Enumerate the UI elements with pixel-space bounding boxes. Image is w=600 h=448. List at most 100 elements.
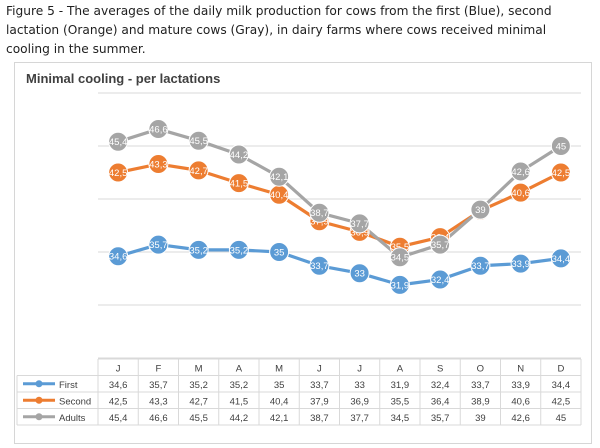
data-point bbox=[430, 234, 451, 255]
legend-label: First bbox=[59, 380, 78, 391]
data-point bbox=[349, 213, 370, 234]
legend-label: Second bbox=[59, 396, 91, 407]
table-cell: 35,7 bbox=[431, 413, 450, 424]
table-cell: 42,7 bbox=[189, 396, 208, 407]
data-label: 32,4 bbox=[431, 275, 450, 286]
x-tick-label: A bbox=[236, 363, 243, 374]
table-cell: 42,5 bbox=[109, 396, 128, 407]
table-cell: 34,4 bbox=[552, 380, 571, 391]
data-point bbox=[269, 242, 290, 262]
table-cell: 37,7 bbox=[350, 413, 369, 424]
data-label: 35,7 bbox=[149, 240, 168, 251]
table-cell: 39 bbox=[475, 413, 486, 424]
data-point bbox=[470, 199, 491, 220]
data-label: 43,3 bbox=[149, 159, 168, 170]
data-point bbox=[188, 130, 209, 151]
data-label: 33,7 bbox=[471, 261, 490, 272]
data-label: 33,7 bbox=[310, 261, 329, 272]
x-tick-label: F bbox=[155, 363, 161, 374]
data-label: 31,9 bbox=[391, 280, 410, 291]
data-point bbox=[228, 239, 249, 260]
data-point bbox=[108, 246, 129, 267]
x-tick-label: J bbox=[116, 363, 121, 374]
data-label: 35,2 bbox=[230, 245, 249, 256]
data-point bbox=[510, 161, 531, 182]
table-cell: 43,3 bbox=[149, 396, 168, 407]
legend-label: Adults bbox=[59, 413, 86, 424]
data-label: 41,5 bbox=[230, 179, 249, 190]
table-cell: 33,9 bbox=[511, 380, 530, 391]
data-point bbox=[228, 144, 249, 165]
table-cell: 40,4 bbox=[270, 396, 289, 407]
table-cell: 33,7 bbox=[471, 380, 490, 391]
data-label: 33 bbox=[354, 269, 365, 280]
data-point bbox=[430, 269, 451, 290]
data-label: 33,9 bbox=[511, 259, 530, 270]
table-cell: 35,2 bbox=[230, 380, 249, 391]
x-tick-label: M bbox=[275, 363, 283, 374]
data-point bbox=[228, 173, 249, 194]
figure-caption: Figure 5 - The averages of the daily mil… bbox=[6, 4, 552, 56]
data-label: 42,5 bbox=[109, 168, 128, 179]
data-point bbox=[309, 202, 330, 223]
data-point bbox=[550, 162, 571, 183]
series-line-first bbox=[117, 242, 562, 287]
data-point bbox=[510, 182, 531, 203]
data-label: 42,6 bbox=[511, 167, 530, 178]
data-label: 40,4 bbox=[270, 190, 289, 201]
data-label: 35 bbox=[274, 247, 285, 258]
data-label: 37,7 bbox=[350, 219, 369, 230]
data-point bbox=[108, 162, 129, 183]
table-cell: 33 bbox=[354, 380, 365, 391]
table-cell: 38,7 bbox=[310, 413, 329, 424]
x-tick-label: M bbox=[195, 363, 203, 374]
x-tick-label: D bbox=[557, 363, 564, 374]
series-line-adults bbox=[117, 127, 562, 259]
data-point bbox=[148, 234, 169, 255]
data-point bbox=[309, 255, 330, 276]
x-tick-label: J bbox=[317, 363, 322, 374]
data-label: 35,2 bbox=[189, 245, 208, 256]
table-cell: 34,6 bbox=[109, 380, 128, 391]
data-label: 34,6 bbox=[109, 252, 128, 263]
data-label: 45 bbox=[556, 141, 567, 152]
table-cell: 32,4 bbox=[431, 380, 450, 391]
x-tick-label: N bbox=[517, 363, 524, 374]
table-cell: 35,5 bbox=[391, 396, 410, 407]
data-point bbox=[148, 119, 169, 140]
chart-frame: Minimal cooling - per lactations 34,6 35,… bbox=[14, 62, 592, 444]
data-point bbox=[510, 253, 531, 274]
table-cell: 41,5 bbox=[230, 396, 249, 407]
data-point bbox=[550, 248, 571, 269]
data-point bbox=[389, 247, 410, 268]
data-label: 34,4 bbox=[552, 254, 571, 265]
table-cell: 35,2 bbox=[189, 380, 208, 391]
line-chart: 34,6 35,7 35,2 35,2 35 33,7 33 31,9 32,4 33,7 33,9… bbox=[16, 92, 582, 426]
table-cell: 42,5 bbox=[552, 396, 571, 407]
data-label: 45,5 bbox=[189, 136, 208, 147]
data-point bbox=[188, 239, 209, 260]
data-label: 42,7 bbox=[189, 166, 208, 177]
legend-key-marker bbox=[35, 413, 43, 421]
x-tick-label: S bbox=[437, 363, 443, 374]
legend-key-marker bbox=[35, 380, 43, 388]
x-tick-label: J bbox=[357, 363, 362, 374]
data-label: 45,4 bbox=[109, 137, 128, 148]
legend-key-marker bbox=[35, 396, 43, 404]
series-line-second bbox=[117, 162, 562, 249]
data-label: 42,1 bbox=[270, 172, 289, 183]
data-point bbox=[389, 274, 410, 295]
data-label: 46,6 bbox=[149, 124, 168, 135]
table-cell: 34,5 bbox=[391, 413, 410, 424]
table-cell: 46,6 bbox=[149, 413, 168, 424]
data-point bbox=[269, 166, 290, 187]
table-cell: 44,2 bbox=[230, 413, 249, 424]
table-cell: 38,9 bbox=[471, 396, 490, 407]
table-cell: 36,9 bbox=[350, 396, 369, 407]
data-point bbox=[148, 154, 169, 175]
data-label: 38,7 bbox=[310, 208, 329, 219]
table-cell: 37,9 bbox=[310, 396, 329, 407]
table-cell: 42,6 bbox=[511, 413, 530, 424]
data-label: 39 bbox=[475, 205, 486, 216]
table-cell: 45 bbox=[556, 413, 567, 424]
